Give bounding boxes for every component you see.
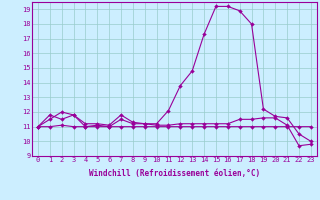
X-axis label: Windchill (Refroidissement éolien,°C): Windchill (Refroidissement éolien,°C) [89, 169, 260, 178]
